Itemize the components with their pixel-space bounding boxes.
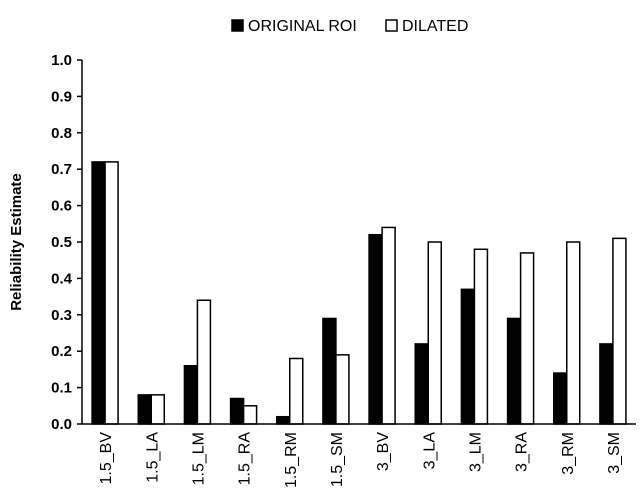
bar-original-roi-3_lm [460, 288, 476, 425]
y-tick-label: 0.1 [51, 380, 72, 397]
legend-label-dilated: DILATED [402, 18, 468, 35]
y-tick-label: 0.8 [51, 125, 72, 142]
y-tick-label: 0.0 [51, 416, 72, 433]
bar-original-roi-1-5_rm [276, 415, 291, 425]
x-tick-label: 3_RM [560, 432, 577, 475]
y-tick-label: 0.4 [51, 270, 73, 287]
x-tick-label: 3_BV [375, 432, 392, 471]
bar-dilated-3_lm [473, 248, 489, 425]
bar-dilated-1-5_la [150, 394, 165, 425]
y-axis-title: Reliability Estimate [8, 173, 25, 311]
bar-dilated-3_sm [612, 237, 627, 425]
bar-original-roi-1-5_sm [322, 317, 337, 425]
bars [91, 161, 627, 425]
y-tick-label: 0.5 [51, 234, 72, 251]
y-tick-label: 0.6 [51, 198, 72, 215]
y-tick-label: 0.2 [51, 343, 72, 360]
x-tick-label: 1.5_LM [190, 432, 207, 485]
x-tick-label: 3_LM [467, 432, 484, 472]
bar-dilated-1-5_ra [242, 405, 258, 425]
bar-dilated-3_la [427, 241, 442, 425]
x-tick-label: 1.5_LA [144, 432, 161, 483]
legend: ORIGINAL ROI DILATED [231, 18, 468, 35]
x-tick-label: 3_LA [421, 432, 438, 470]
bar-original-roi-3_rm [553, 372, 568, 425]
legend-label-original: ORIGINAL ROI [248, 18, 357, 35]
y-tick-label: 0.3 [51, 307, 72, 324]
x-tick-label: 3_SM [606, 432, 623, 474]
y-tick-label: 1.0 [51, 52, 72, 69]
bar-dilated-1-5_sm [335, 354, 350, 425]
legend-swatch-dilated [385, 19, 398, 32]
bar-original-roi-1-5_la [137, 394, 152, 425]
y-tick-label: 0.7 [51, 161, 72, 178]
x-tick-label: 1.5_RM [283, 432, 300, 488]
x-axis: 1.5_BV 1.5_LA 1.5_LM 1.5_RA 1.5_RM 1.5_SM 3_BV… [98, 432, 623, 488]
x-tick-label: 1.5_SM [329, 432, 346, 487]
bar-dilated-3_bv [381, 226, 396, 425]
bar-original-roi-3_la [414, 343, 429, 425]
x-tick-label: 1.5_RA [237, 432, 254, 486]
x-tick-label: 1.5_BV [98, 432, 115, 485]
bar-dilated-3_rm [566, 241, 581, 425]
bar-original-roi-3_bv [368, 233, 383, 425]
bar-original-roi-1-5_ra [229, 397, 245, 425]
bar-dilated-1-5_bv [104, 161, 119, 425]
bar-dilated-1-5_rm [289, 357, 304, 425]
bar-dilated-1-5_lm [196, 299, 212, 425]
bar-original-roi-3_ra [506, 317, 522, 425]
bar-original-roi-1-5_bv [91, 161, 106, 425]
x-tick-label: 3_RA [514, 432, 531, 472]
bar-original-roi-3_sm [599, 343, 614, 425]
y-axis: 0.0 0.1 0.2 0.3 0.4 0.5 0.6 0.7 0.8 0.9 1.0 [51, 52, 82, 433]
bar-dilated-3_ra [519, 252, 535, 425]
y-tick-label: 0.9 [51, 88, 72, 105]
legend-swatch-original [231, 19, 244, 32]
bar-original-roi-1-5_lm [183, 365, 199, 425]
